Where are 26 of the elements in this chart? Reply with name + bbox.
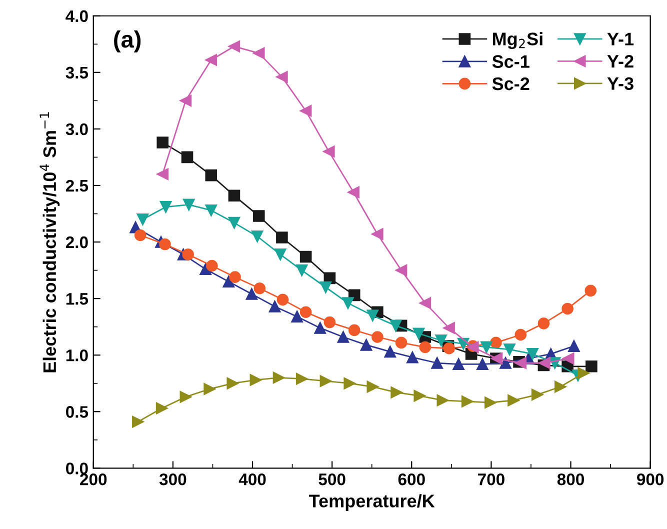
y-tick-label: 0.5 — [66, 406, 88, 418]
legend-label: Y-1 — [607, 32, 634, 46]
y-tick-label: 1.0 — [66, 349, 88, 362]
annotation: (a) — [114, 30, 141, 52]
y-tick-label: 0.0 — [66, 462, 88, 474]
legend-label: Y-3 — [607, 77, 634, 90]
y-tick-label: 2.5 — [66, 180, 88, 192]
y-tick-label: 1.5 — [66, 293, 88, 305]
y-tick-label: 3.0 — [66, 123, 88, 136]
x-axis-title: Temperature/K — [309, 494, 435, 511]
x-tick-label: 300 — [159, 473, 186, 486]
x-tick-label: 800 — [557, 473, 584, 486]
x-tick-label: 500 — [318, 473, 346, 486]
y-tick-label: 4.0 — [66, 10, 88, 22]
x-tick-label: 700 — [478, 473, 504, 486]
legend-label: Y-2 — [607, 54, 634, 68]
x-tick-label: 900 — [637, 473, 664, 486]
legend-label: Sc-2 — [492, 77, 530, 90]
x-tick-label: 400 — [238, 473, 266, 486]
y-axis-title: Electric conductivity/10$^{4}$ Sm$^{−1}$ — [40, 112, 60, 372]
legend-label: Sc-1 — [492, 55, 530, 68]
x-tick-label: 600 — [398, 473, 425, 486]
x-tick-label: 200 — [80, 473, 107, 486]
y-tick-label: 2.0 — [66, 236, 88, 248]
y-tick-label: 3.5 — [66, 66, 88, 79]
legend-label: Mg$_{2}$Si — [492, 32, 542, 50]
